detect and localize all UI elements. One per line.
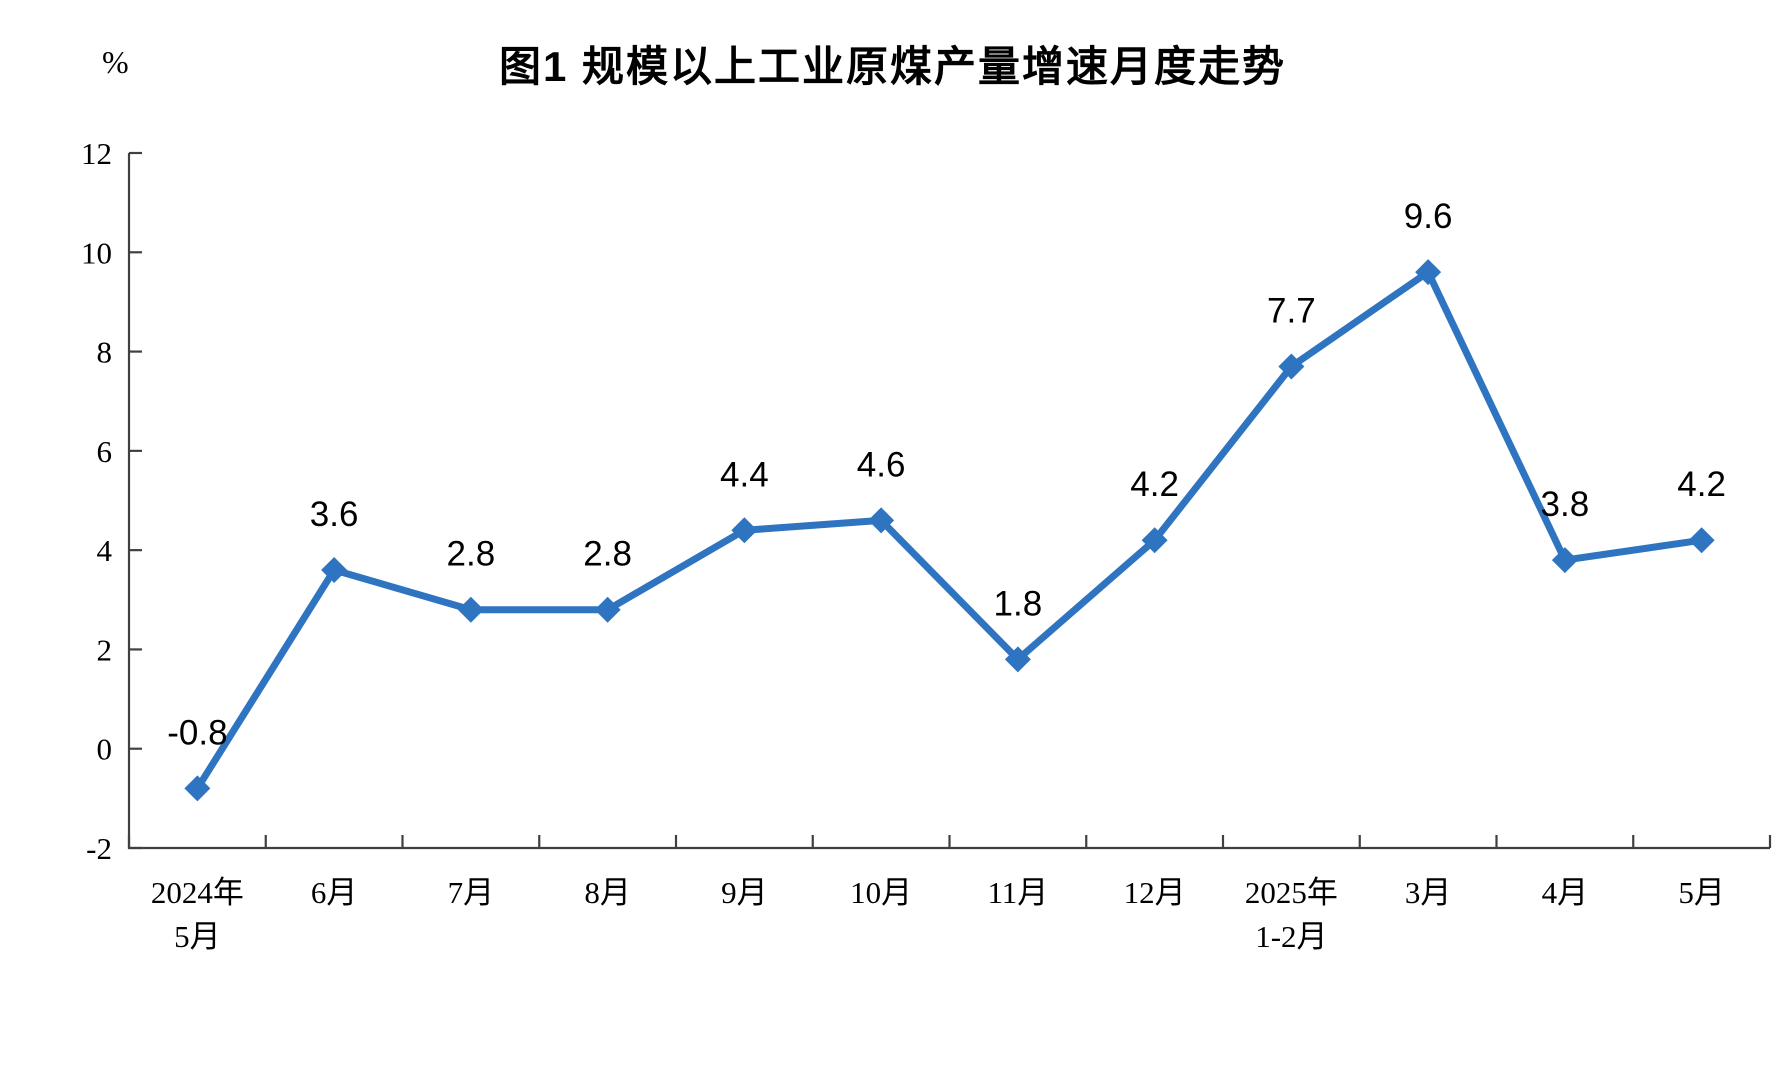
x-axis-tick-label: 6月 — [311, 875, 358, 910]
x-axis-tick-label: 1-2月 — [1255, 919, 1327, 954]
x-axis-tick-label: 5月 — [1678, 875, 1725, 910]
data-point-label: 4.6 — [857, 445, 906, 484]
y-axis-tick-label: 8 — [97, 335, 113, 370]
x-axis-tick-label: 4月 — [1542, 875, 1589, 910]
x-axis-tick-label: 5月 — [174, 919, 221, 954]
data-point-marker — [731, 517, 758, 544]
x-axis-tick-label: 11月 — [987, 875, 1048, 910]
data-point-marker — [1551, 547, 1578, 574]
data-point-label: 3.8 — [1541, 485, 1590, 524]
y-axis-tick-label: 10 — [81, 235, 112, 270]
data-point-marker — [1688, 527, 1715, 554]
chart-title: 图1 规模以上工业原煤产量增速月度走势 — [498, 43, 1287, 90]
data-point-label: -0.8 — [167, 713, 227, 752]
data-point-label: 4.2 — [1677, 465, 1726, 504]
x-axis-tick-label: 12月 — [1124, 875, 1186, 910]
data-point-label: 7.7 — [1267, 291, 1316, 330]
data-point-marker — [321, 557, 348, 583]
axis-lines — [127, 153, 1770, 850]
x-axis-tick-label: 2025年 — [1245, 875, 1338, 910]
data-point-marker — [1004, 646, 1031, 673]
y-axis-tick-label: -2 — [86, 831, 112, 866]
data-point-label: 3.6 — [310, 495, 359, 534]
y-axis-unit-label: % — [102, 44, 129, 80]
data-point-label: 1.8 — [994, 584, 1043, 623]
x-axis-tick-label: 2024年 — [151, 875, 244, 910]
data-point-marker — [868, 507, 895, 534]
x-axis-tick-label: 7月 — [448, 875, 495, 910]
y-axis-tick-label: 0 — [97, 732, 113, 767]
data-point-marker — [594, 596, 621, 623]
data-point-marker — [184, 775, 211, 802]
y-axis-tick-label: 2 — [97, 632, 113, 667]
data-point-marker — [1278, 353, 1305, 380]
data-point-label: 2.8 — [583, 535, 632, 574]
data-point-label: 2.8 — [447, 535, 496, 574]
x-axis-tick-label: 10月 — [850, 875, 912, 910]
x-axis-tick-label: 3月 — [1405, 875, 1452, 910]
y-axis-tick-label: 4 — [97, 533, 113, 568]
x-axis-tick-label: 8月 — [584, 875, 631, 910]
data-point-label: 9.6 — [1404, 197, 1453, 236]
data-point-marker — [1415, 259, 1442, 286]
x-axis-tick-label: 9月 — [721, 875, 768, 910]
data-series-line — [194, 266, 1703, 791]
data-point-marker — [457, 596, 484, 623]
data-point-label: 4.2 — [1130, 465, 1179, 504]
data-point-label: 4.4 — [720, 455, 769, 494]
y-axis-tick-label: 12 — [81, 136, 112, 171]
data-point-marker — [1141, 527, 1168, 554]
y-axis-tick-label: 6 — [97, 434, 113, 469]
